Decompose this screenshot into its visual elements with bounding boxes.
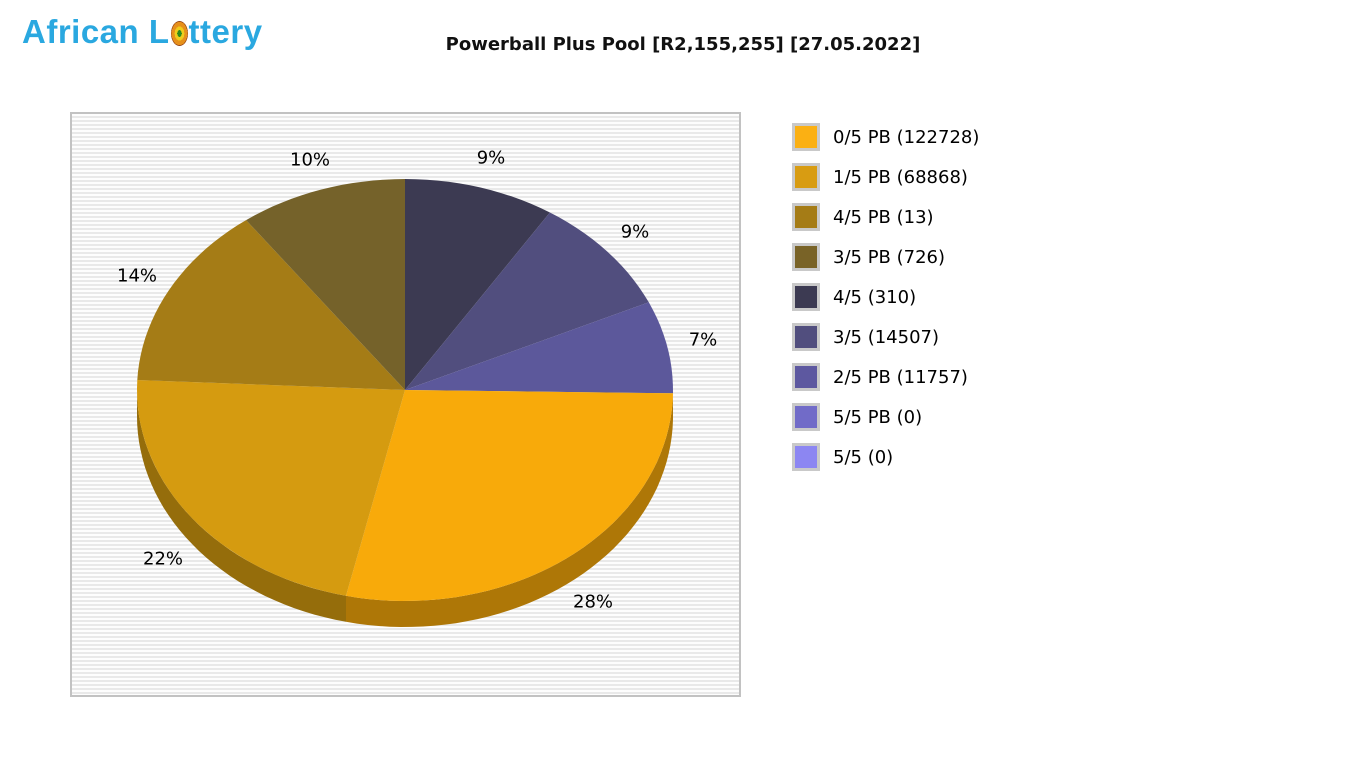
legend-label: 2/5 PB (11757) [833, 366, 968, 388]
legend-item: 2/5 PB (11757) [792, 363, 979, 391]
legend-label: 4/5 PB (13) [833, 206, 934, 228]
legend-swatch [792, 363, 820, 391]
pie-percent-label: 9% [620, 221, 650, 243]
pie-slice-side [137, 390, 346, 622]
pie-percent-label: 9% [476, 147, 506, 169]
pie-percent-label: 7% [688, 329, 718, 351]
chart-legend: 0/5 PB (122728) 1/5 PB (68868) 4/5 PB (13)… [792, 123, 979, 483]
pie-percent-label: 14% [116, 265, 158, 287]
legend-item: 4/5 (310) [792, 283, 979, 311]
legend-item: 5/5 (0) [792, 443, 979, 471]
pie-percent-label: 28% [572, 591, 614, 613]
legend-item: 4/5 PB (13) [792, 203, 979, 231]
page-title: Powerball Plus Pool [R2,155,255] [27.05.… [445, 34, 921, 55]
legend-item: 3/5 (14507) [792, 323, 979, 351]
pie-slice [405, 302, 673, 394]
logo-text-prefix: African L [22, 13, 170, 50]
pie-chart-svg [137, 179, 673, 627]
legend-label: 4/5 (310) [833, 286, 917, 308]
legend-label: 0/5 PB (122728) [833, 126, 980, 148]
pie-slice [137, 380, 405, 596]
legend-swatch [792, 243, 820, 271]
legend-label: 3/5 (14507) [833, 326, 939, 348]
legend-label: 3/5 PB (726) [833, 246, 946, 268]
pie-slice [346, 390, 673, 601]
pie-slice [246, 179, 405, 390]
legend-swatch [792, 123, 820, 151]
legend-swatch [792, 323, 820, 351]
legend-swatch [792, 283, 820, 311]
legend-label: 5/5 PB (0) [833, 406, 923, 428]
legend-item: 1/5 PB (68868) [792, 163, 979, 191]
pie-percent-label: 10% [289, 149, 331, 171]
legend-label: 1/5 PB (68868) [833, 166, 968, 188]
legend-item: 0/5 PB (122728) [792, 123, 979, 151]
lottery-ball-icon [170, 21, 188, 46]
pie-chart-panel: 9% 9% 7% 28% 22% 14% 10% [70, 112, 741, 697]
pie-slice [405, 212, 649, 390]
pie-slice [405, 179, 550, 390]
legend-swatch [792, 203, 820, 231]
legend-item: 5/5 PB (0) [792, 403, 979, 431]
legend-label: 5/5 (0) [833, 446, 894, 468]
legend-swatch [792, 443, 820, 471]
legend-item: 3/5 PB (726) [792, 243, 979, 271]
pie-slice-side [346, 393, 673, 627]
pie-slice [137, 220, 406, 390]
pie-percent-label: 22% [142, 548, 184, 570]
legend-swatch [792, 163, 820, 191]
site-logo[interactable]: African L ttery [22, 12, 263, 52]
legend-swatch [792, 403, 820, 431]
logo-text-suffix: ttery [188, 13, 263, 50]
